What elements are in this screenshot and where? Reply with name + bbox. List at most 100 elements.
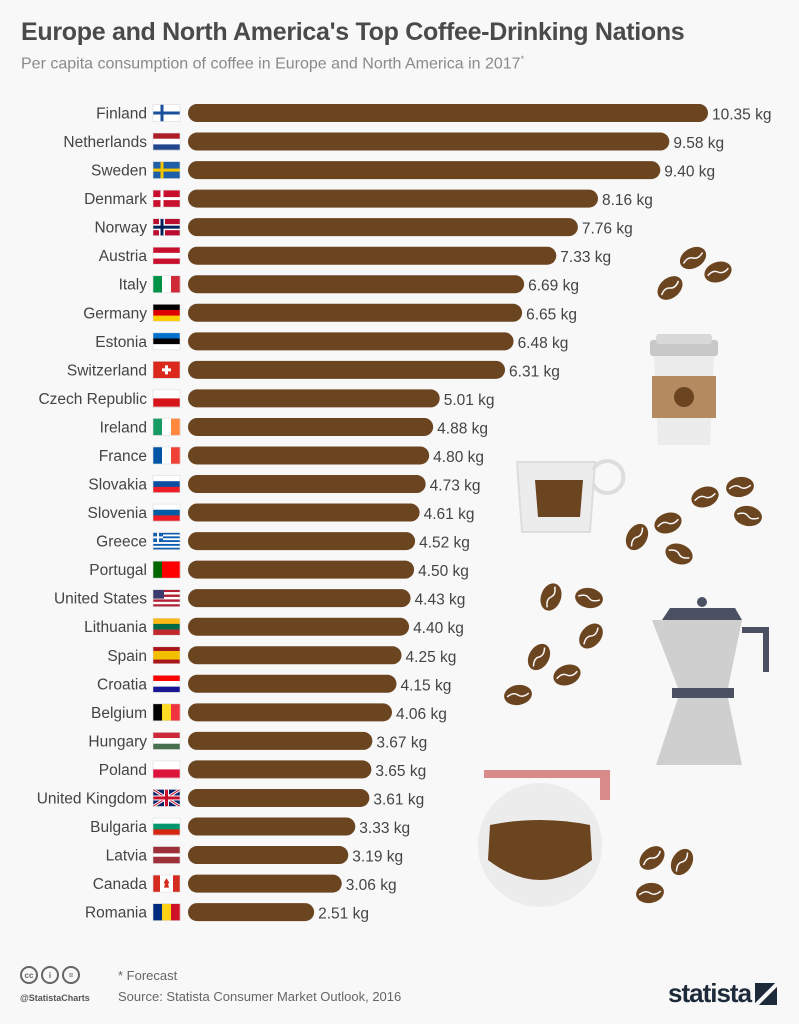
category-label: Norway <box>94 220 147 237</box>
flag-netherlands-icon <box>152 132 181 151</box>
bar-row: Hungary 3.67 kg <box>88 731 427 751</box>
flag-spain-icon <box>152 646 181 665</box>
subtitle-text: Per capita consumption of coffee in Euro… <box>21 55 521 73</box>
flag-lithuania-icon <box>152 617 181 636</box>
category-label: Lithuania <box>84 619 147 636</box>
coffee-bean-icon <box>553 664 581 686</box>
bar <box>188 589 411 608</box>
coffee-bean-icon <box>704 261 732 283</box>
coffee-bean-icon <box>657 276 683 300</box>
coffee-bean-icon <box>679 246 707 270</box>
bar-row: Austria 7.33 kg <box>99 246 611 266</box>
bar-row: Greece 4.52 kg <box>96 532 470 552</box>
value-label: 7.33 kg <box>560 249 611 266</box>
coffee-bean-icon <box>625 523 649 551</box>
value-label: 3.06 kg <box>346 877 397 894</box>
coffee-bean-icon <box>575 587 603 609</box>
flag-united-kingdom-icon <box>152 788 181 808</box>
bar <box>188 104 708 122</box>
coffee-bean-icon <box>665 543 693 565</box>
value-label: 9.40 kg <box>664 164 715 181</box>
flag-belgium-icon <box>152 703 181 722</box>
value-label: 4.25 kg <box>406 649 457 666</box>
flag-croatia-icon <box>152 674 181 693</box>
bar-row: Latvia 3.19 kg <box>106 846 403 866</box>
coffee-bean-icon <box>527 643 551 671</box>
category-label: Italy <box>119 277 148 294</box>
statista-logo-mark-icon <box>755 982 778 1005</box>
bar-row: Finland 10.35 kg <box>96 104 771 124</box>
bar <box>188 161 661 180</box>
category-label: Greece <box>96 534 147 551</box>
bar <box>188 246 557 265</box>
category-label: Spain <box>107 648 147 665</box>
bar <box>188 132 670 151</box>
bar-row: Czech Republic 5.01 kg <box>38 389 495 409</box>
bar <box>188 903 315 922</box>
value-label: 4.50 kg <box>418 563 469 580</box>
flag-slovakia-icon <box>152 475 181 493</box>
value-label: 4.73 kg <box>430 478 481 495</box>
statista-handle[interactable]: @StatistaCharts <box>20 993 90 1003</box>
category-label: Germany <box>83 305 147 322</box>
flag-italy-icon <box>152 275 181 294</box>
category-label: Portugal <box>89 562 147 579</box>
bar <box>188 817 356 836</box>
value-label: 5.01 kg <box>444 392 495 409</box>
value-label: 3.33 kg <box>359 820 410 837</box>
category-label: Slovenia <box>88 505 148 522</box>
bar <box>188 560 415 579</box>
category-label: Estonia <box>95 334 147 351</box>
value-label: 10.35 kg <box>712 107 771 124</box>
category-label: United Kingdom <box>37 790 147 807</box>
bar-row: Romania 2.51 kg <box>85 903 369 923</box>
bar-row: Denmark 8.16 kg <box>84 189 653 209</box>
coffee-bean-icon <box>579 623 603 649</box>
value-label: 4.80 kg <box>433 449 484 466</box>
flag-norway-icon <box>152 218 181 236</box>
flag-denmark-icon <box>152 189 181 208</box>
bar-row: Ireland 4.88 kg <box>100 417 488 437</box>
value-label: 7.76 kg <box>582 221 633 238</box>
bar <box>188 760 372 779</box>
coffee-beans <box>504 246 762 904</box>
category-label: Denmark <box>84 191 147 208</box>
flag-canada-icon <box>152 874 181 893</box>
category-label: Czech Republic <box>38 391 147 408</box>
bar-row: Italy 6.69 kg <box>119 275 579 295</box>
category-label: United States <box>54 591 147 608</box>
coffee-bean-icon <box>639 846 665 870</box>
bar <box>188 617 410 636</box>
bar <box>188 475 426 494</box>
flag-bulgaria-icon <box>152 817 181 836</box>
category-label: Finland <box>96 106 147 123</box>
flag-hungary-icon <box>152 732 181 750</box>
flag-austria-icon <box>152 246 181 265</box>
statista-logo[interactable]: statista <box>668 978 778 1009</box>
bar-row: Sweden 9.40 kg <box>91 161 715 181</box>
coffee-bean-icon <box>734 505 762 527</box>
value-label: 6.65 kg <box>526 306 577 323</box>
value-label: 8.16 kg <box>602 192 653 209</box>
category-label: Ireland <box>100 419 147 436</box>
coffee-illustrations <box>478 246 769 907</box>
bar <box>188 874 342 893</box>
bar <box>188 646 402 665</box>
bar-row: Netherlands 9.58 kg <box>63 132 724 152</box>
coffee-glass-icon <box>515 459 626 533</box>
chart-title: Europe and North America's Top Coffee-Dr… <box>21 18 685 46</box>
bar <box>188 218 578 237</box>
value-label: 6.69 kg <box>528 278 579 295</box>
bar-row: Canada 3.06 kg <box>93 874 397 894</box>
category-label: Latvia <box>106 848 148 865</box>
category-label: Croatia <box>97 676 147 693</box>
flag-latvia-icon <box>152 846 181 864</box>
flag-portugal-icon <box>152 560 181 579</box>
flag-romania-icon <box>152 903 181 921</box>
bar-row: Switzerland 6.31 kg <box>67 360 560 380</box>
cc-icon: cc <box>20 966 38 984</box>
value-label: 4.43 kg <box>415 592 466 609</box>
bar-row: Poland 3.65 kg <box>99 760 426 780</box>
bar-row: Bulgaria 3.33 kg <box>90 817 410 837</box>
flag-france-icon <box>152 446 181 465</box>
